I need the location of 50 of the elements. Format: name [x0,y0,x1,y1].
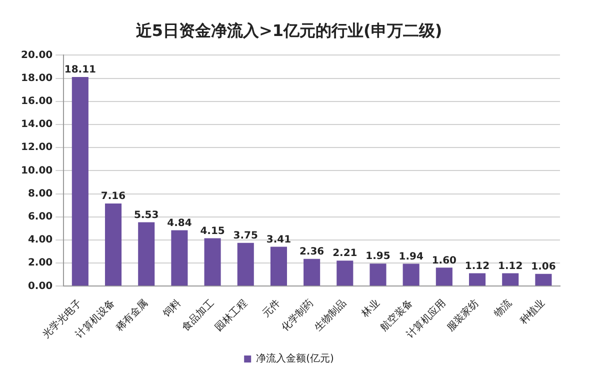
bar [502,273,519,286]
x-tick-label: 种植业 [518,296,548,327]
y-tick-label: 18.00 [20,72,53,84]
y-tick-label: 0.00 [28,280,53,292]
bar [237,242,254,286]
y-tick-label: 12.00 [20,142,53,154]
chart-title: 近5日资金净流入>1亿元的行业(申万二级) [134,20,442,40]
bar [104,203,122,286]
data-label: 1.06 [531,262,556,273]
y-tick-label: 2.00 [28,258,53,269]
bar [336,260,354,286]
bar [469,273,486,286]
x-tick-label: 稀有金属 [114,296,150,334]
data-label: 4.84 [167,218,192,229]
bar [204,238,221,286]
x-tick-label: 饲料 [160,296,184,320]
data-label: 1.94 [398,251,424,262]
data-label: 1.95 [366,251,390,262]
y-tick-label: 8.00 [28,188,53,200]
bar [535,274,552,286]
data-label: 2.21 [332,248,358,260]
x-tick-label: 服装家纺 [444,296,482,334]
bar [436,268,452,286]
y-tick-label: 10.00 [20,165,53,176]
x-tick-label: 林业 [358,296,382,320]
bar [171,230,188,286]
data-label: 4.15 [200,226,225,237]
y-tick-label: 6.00 [28,211,53,222]
x-tick-label: 园林工程 [212,296,250,334]
bar [402,264,420,286]
data-label: 7.16 [100,191,126,202]
bar [370,264,386,286]
data-label: 5.53 [134,210,159,221]
y-tick-label: 16.00 [20,96,53,107]
data-label: 18.11 [64,64,96,76]
y-tick-label: 20.00 [20,50,53,61]
y-tick-label: 14.00 [20,119,53,130]
data-label: 3.75 [233,230,258,242]
data-label: 1.12 [498,260,523,272]
x-tick-label: 物流 [492,296,514,320]
data-label: 1.60 [432,255,457,266]
data-label: 2.36 [299,246,324,258]
y-tick-label: 4.00 [28,234,53,246]
legend-label: 净流入金额(亿元) [256,352,334,365]
bar [138,222,155,286]
data-label: 3.41 [266,234,292,246]
bar [270,246,287,286]
bar [72,77,88,286]
bar [304,258,320,286]
data-label: 1.12 [464,260,490,272]
